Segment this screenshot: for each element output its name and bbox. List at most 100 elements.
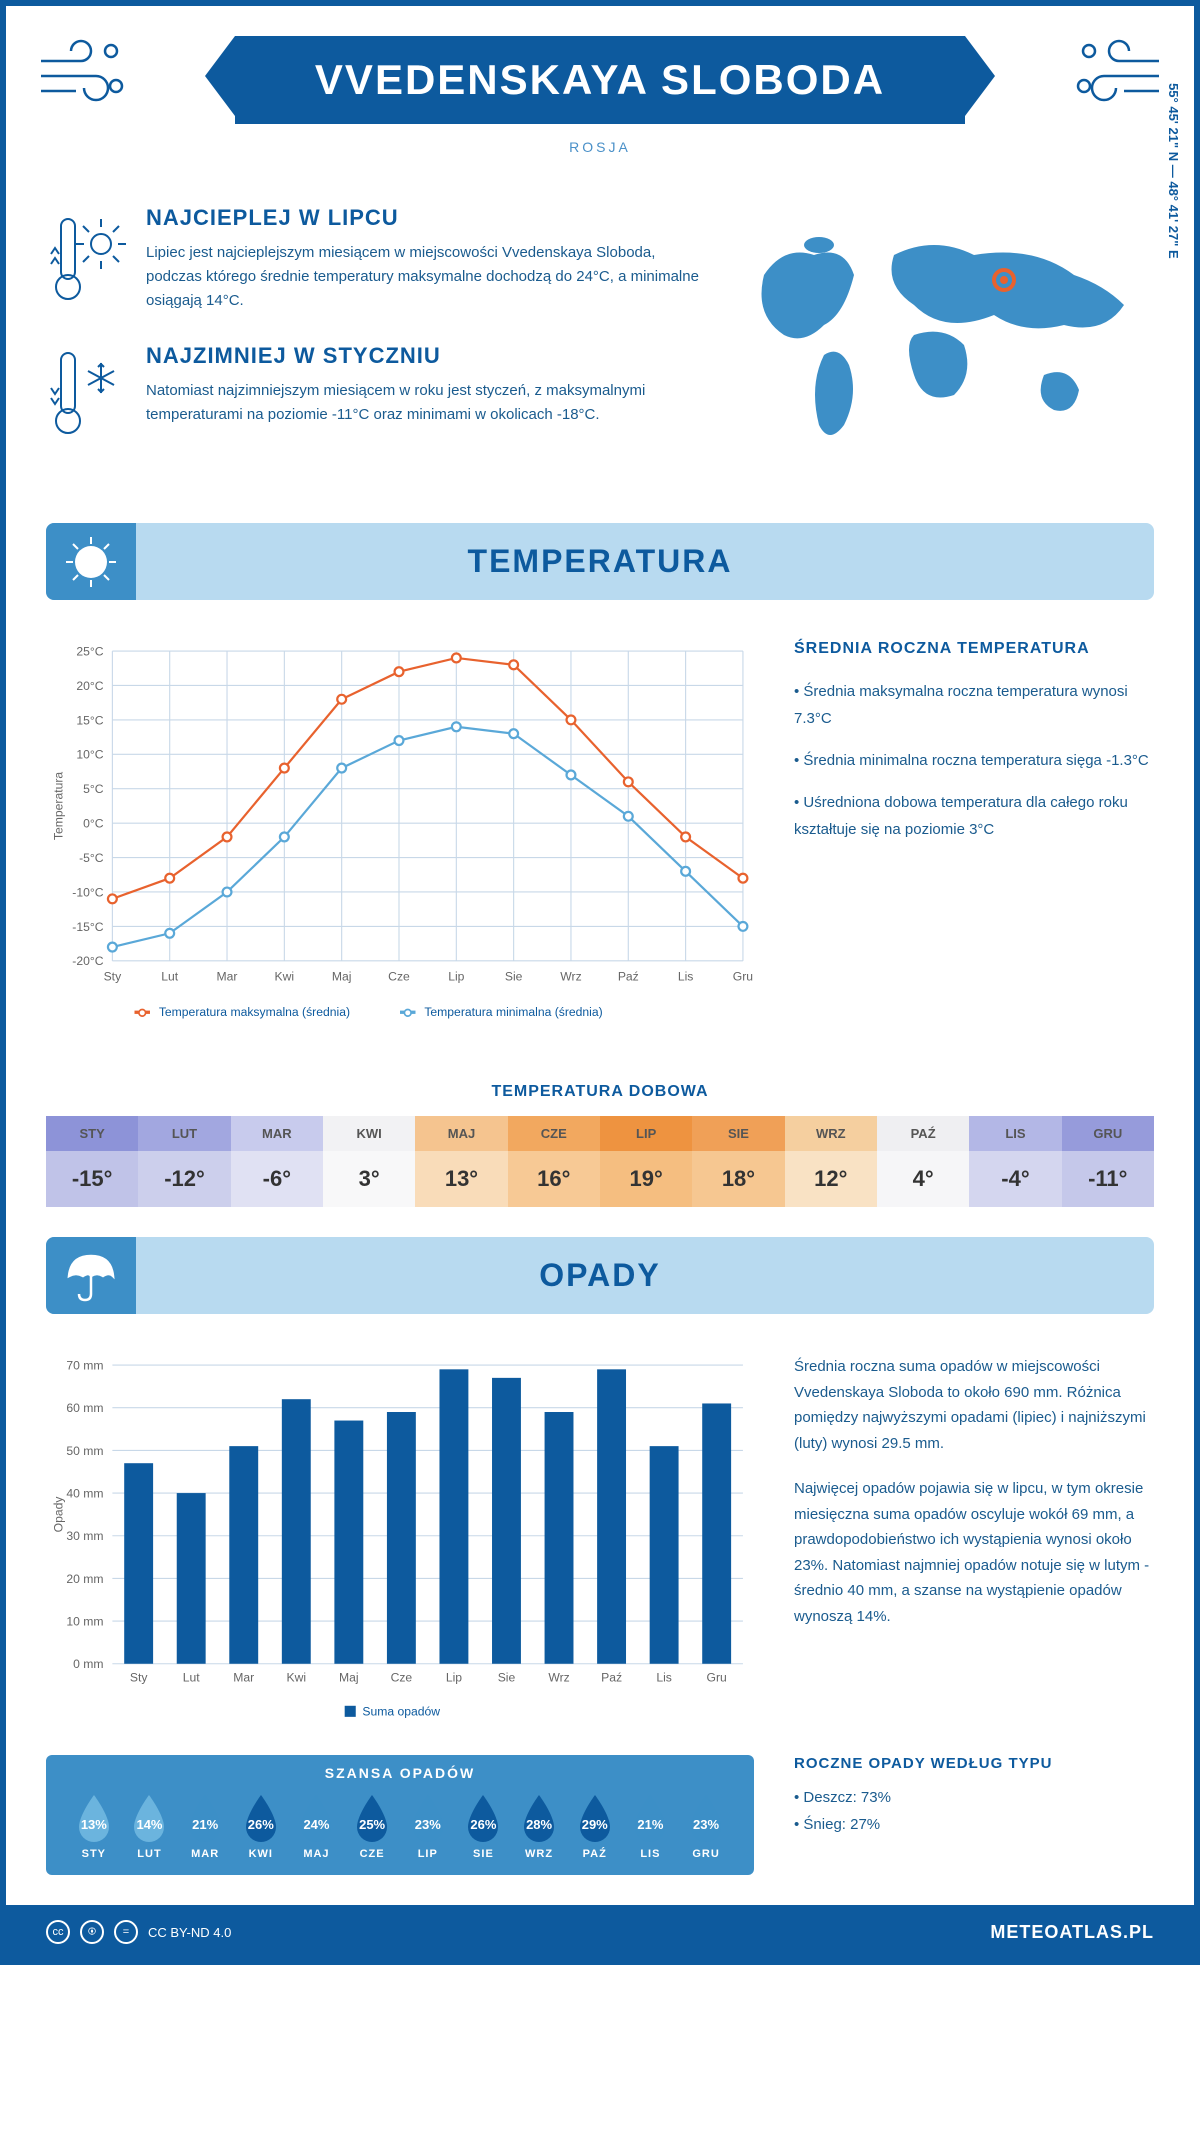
temp-bullet-1: • Średnia minimalna roczna temperatura s…: [794, 747, 1154, 774]
svg-text:Maj: Maj: [339, 1671, 359, 1685]
precip-text-1: Średnia roczna suma opadów w miejscowośc…: [794, 1354, 1154, 1456]
chance-box: SZANSA OPADÓW 13% STY 14% LUT: [46, 1755, 754, 1875]
temp-info-title: ŚREDNIA ROCZNA TEMPERATURA: [794, 640, 1154, 658]
chance-item: 26% KWI: [240, 1791, 282, 1860]
daily-cell: LIS -4°: [969, 1116, 1061, 1207]
svg-text:Maj: Maj: [332, 970, 352, 984]
page: VVEDENSKAYA SLOBODA ROSJA: [0, 0, 1200, 1965]
svg-text:Gru: Gru: [733, 970, 753, 984]
chance-item: 24% MAJ: [295, 1791, 337, 1860]
temperature-content: -20°C-15°C-10°C-5°C0°C5°C10°C15°C20°C25°…: [6, 620, 1194, 1063]
precipitation-header-text: OPADY: [539, 1257, 660, 1293]
chance-item: 14% LUT: [128, 1791, 170, 1860]
temperature-header-text: TEMPERATURA: [468, 543, 733, 579]
svg-text:Paź: Paź: [618, 970, 639, 984]
svg-text:10°C: 10°C: [76, 748, 103, 762]
daily-cell: MAR -6°: [231, 1116, 323, 1207]
svg-text:Paź: Paź: [601, 1671, 622, 1685]
svg-text:30 mm: 30 mm: [66, 1529, 103, 1543]
hot-block: NAJCIEPLEJ W LIPCU Lipiec jest najcieple…: [46, 205, 704, 313]
temperature-header: TEMPERATURA: [46, 523, 1154, 600]
svg-text:5°C: 5°C: [83, 782, 104, 796]
chance-item: 29% PAŹ: [574, 1791, 616, 1860]
chance-item: 23% GRU: [685, 1791, 727, 1860]
cc-icon: cc: [46, 1920, 70, 1944]
svg-text:Gru: Gru: [707, 1671, 727, 1685]
svg-text:-15°C: -15°C: [72, 920, 103, 934]
footer: cc 🅯 = CC BY-ND 4.0 METEOATLAS.PL: [6, 1905, 1194, 1959]
chance-item: 21% LIS: [629, 1791, 671, 1860]
chance-column: SZANSA OPADÓW 13% STY 14% LUT: [46, 1755, 754, 1875]
header: VVEDENSKAYA SLOBODA ROSJA: [6, 6, 1194, 175]
precipitation-chart: 0 mm10 mm20 mm30 mm40 mm50 mm60 mm70 mmS…: [46, 1354, 754, 1735]
svg-text:Suma opadów: Suma opadów: [362, 1705, 440, 1719]
daily-cell: GRU -11°: [1062, 1116, 1154, 1207]
svg-text:Lis: Lis: [678, 970, 694, 984]
daily-cell: STY -15°: [46, 1116, 138, 1207]
type-column: ROCZNE OPADY WEDŁUG TYPU • Deszcz: 73% •…: [794, 1755, 1154, 1838]
thermometer-hot-icon: [46, 205, 126, 313]
svg-text:Opady: Opady: [52, 1496, 66, 1533]
precip-text-2: Najwięcej opadów pojawia się w lipcu, w …: [794, 1476, 1154, 1629]
svg-text:60 mm: 60 mm: [66, 1401, 103, 1415]
precipitation-content: 0 mm10 mm20 mm30 mm40 mm50 mm60 mm70 mmS…: [6, 1334, 1194, 1755]
temperature-chart: -20°C-15°C-10°C-5°C0°C5°C10°C15°C20°C25°…: [46, 640, 754, 1043]
svg-text:40 mm: 40 mm: [66, 1487, 103, 1501]
wind-icon-left: [36, 36, 136, 106]
svg-text:Lut: Lut: [183, 1671, 201, 1685]
by-icon: 🅯: [80, 1920, 104, 1944]
type-rain: • Deszcz: 73%: [794, 1784, 1154, 1811]
svg-text:0 mm: 0 mm: [73, 1657, 103, 1671]
svg-text:15°C: 15°C: [76, 713, 103, 727]
chance-row: 13% STY 14% LUT 21% MAR: [66, 1791, 734, 1860]
svg-text:Cze: Cze: [391, 1671, 413, 1685]
svg-text:Temperatura minimalna (średnia: Temperatura minimalna (średnia): [424, 1005, 602, 1019]
svg-text:20°C: 20°C: [76, 679, 103, 693]
svg-text:Lip: Lip: [448, 970, 464, 984]
svg-text:-10°C: -10°C: [72, 885, 103, 899]
svg-text:25°C: 25°C: [76, 644, 103, 658]
svg-text:Mar: Mar: [233, 1671, 254, 1685]
intro-text-column: NAJCIEPLEJ W LIPCU Lipiec jest najcieple…: [46, 205, 704, 473]
chance-item: 13% STY: [73, 1791, 115, 1860]
intro-section: NAJCIEPLEJ W LIPCU Lipiec jest najcieple…: [6, 175, 1194, 503]
svg-text:Lis: Lis: [656, 1671, 672, 1685]
footer-site: METEOATLAS.PL: [990, 1922, 1154, 1943]
page-subtitle: ROSJA: [46, 139, 1154, 155]
svg-text:Mar: Mar: [217, 970, 238, 984]
map-svg: [734, 205, 1154, 465]
svg-text:50 mm: 50 mm: [66, 1444, 103, 1458]
cold-description: Natomiast najzimniejszym miesiącem w rok…: [146, 379, 704, 427]
svg-text:10 mm: 10 mm: [66, 1615, 103, 1629]
coordinates: 55° 45' 21" N — 48° 41' 27" E: [1167, 83, 1182, 259]
type-snow: • Śnieg: 27%: [794, 1811, 1154, 1838]
svg-text:Sie: Sie: [498, 1671, 516, 1685]
svg-text:Sty: Sty: [130, 1671, 148, 1685]
svg-text:Lut: Lut: [161, 970, 179, 984]
license-text: CC BY-ND 4.0: [148, 1925, 231, 1940]
svg-text:Sty: Sty: [104, 970, 122, 984]
daily-cell: PAŹ 4°: [877, 1116, 969, 1207]
svg-text:0°C: 0°C: [83, 817, 104, 831]
svg-text:-5°C: -5°C: [79, 851, 104, 865]
sun-icon: [46, 523, 136, 600]
svg-text:Sie: Sie: [505, 970, 523, 984]
daily-cell: WRZ 12°: [785, 1116, 877, 1207]
cold-block: NAJZIMNIEJ W STYCZNIU Natomiast najzimni…: [46, 343, 704, 443]
daily-temp-table: STY -15° LUT -12° MAR -6° KWI 3° MAJ 13°…: [46, 1116, 1154, 1207]
wind-icon-right: [1064, 36, 1164, 106]
temp-bullet-2: • Uśredniona dobowa temperatura dla całe…: [794, 789, 1154, 843]
daily-cell: LUT -12°: [138, 1116, 230, 1207]
precipitation-header: OPADY: [46, 1237, 1154, 1314]
type-title: ROCZNE OPADY WEDŁUG TYPU: [794, 1755, 1154, 1772]
chance-item: 28% WRZ: [518, 1791, 560, 1860]
svg-text:Temperatura maksymalna (średni: Temperatura maksymalna (średnia): [159, 1005, 350, 1019]
chance-item: 21% MAR: [184, 1791, 226, 1860]
svg-text:Wrz: Wrz: [548, 1671, 569, 1685]
hot-title: NAJCIEPLEJ W LIPCU: [146, 205, 704, 231]
nd-icon: =: [114, 1920, 138, 1944]
daily-cell: KWI 3°: [323, 1116, 415, 1207]
svg-text:Cze: Cze: [388, 970, 410, 984]
svg-text:70 mm: 70 mm: [66, 1359, 103, 1373]
chance-item: 25% CZE: [351, 1791, 393, 1860]
